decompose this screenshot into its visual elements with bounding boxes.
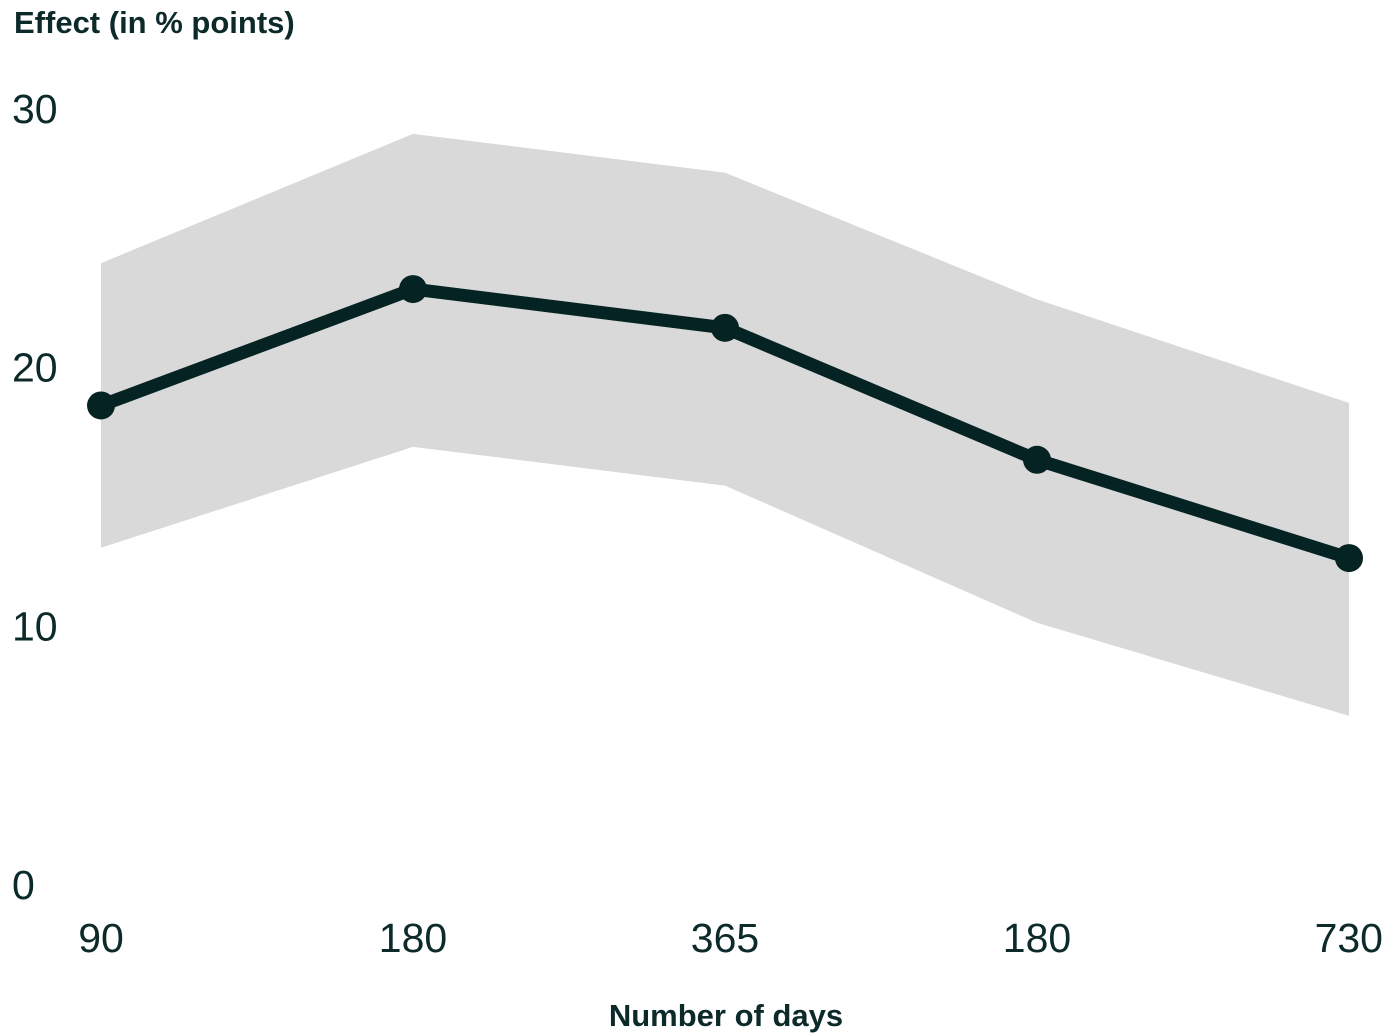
y-axis-ticks: 0 10 20 30 (12, 86, 58, 908)
x-tick-label: 90 (78, 915, 124, 961)
y-tick-label: 10 (12, 603, 58, 649)
x-axis-ticks: 90 180 365 180 730 (78, 915, 1383, 961)
y-tick-label: 20 (12, 345, 58, 391)
y-tick-label: 0 (12, 862, 35, 908)
x-tick-label: 730 (1315, 915, 1383, 961)
series-layer (87, 275, 1363, 573)
confidence-band-layer (101, 133, 1349, 716)
x-axis-title: Number of days (609, 998, 843, 1033)
x-tick-label: 180 (379, 915, 447, 961)
data-point (711, 313, 739, 342)
data-point (1335, 544, 1363, 573)
data-point (1023, 445, 1051, 474)
data-point (87, 391, 115, 420)
x-tick-label: 180 (1003, 915, 1071, 961)
y-tick-label: 30 (12, 86, 58, 132)
x-tick-label: 365 (691, 915, 759, 961)
confidence-band (101, 133, 1349, 716)
data-point (399, 275, 427, 304)
y-axis-title: Effect (in % points) (14, 5, 295, 40)
